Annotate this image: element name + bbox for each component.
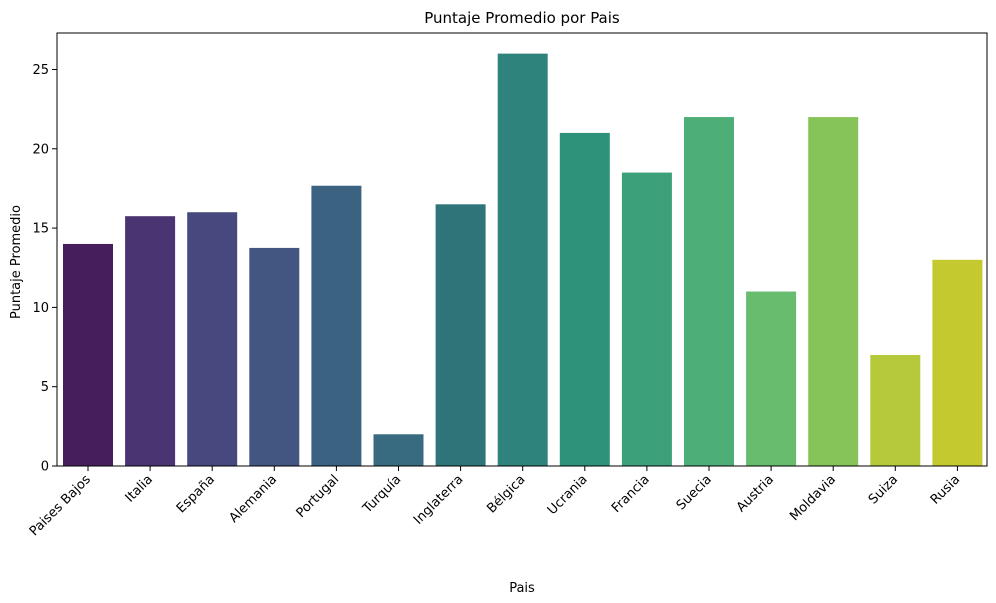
bar-inglaterra <box>435 204 486 467</box>
bar-ucrania <box>559 132 610 467</box>
x-tick-label: Austria <box>734 472 777 515</box>
bar-suecia <box>684 117 734 466</box>
bar-austria <box>746 291 797 466</box>
y-axis-label: Puntaje Promedio <box>9 205 24 319</box>
x-tick-label: Suecia <box>674 472 715 513</box>
x-tick-label: Suiza <box>866 472 901 507</box>
x-tick-label: Turquía <box>359 472 404 517</box>
y-tick-label: 20 <box>32 142 49 157</box>
bar-francia <box>621 172 672 466</box>
bar-rusia <box>932 259 983 466</box>
bar-portugal <box>311 185 362 467</box>
x-tick-label: España <box>174 472 218 516</box>
y-tick-label: 15 <box>32 222 49 237</box>
x-tick-label: Rusia <box>928 472 963 507</box>
bar-turquía <box>373 434 424 466</box>
bar-bélgica <box>497 53 548 467</box>
x-tick-label: Bélgica <box>484 472 528 516</box>
y-tick-label: 10 <box>32 301 49 316</box>
y-tick-label: 25 <box>32 63 49 78</box>
x-tick-label: Ucrania <box>545 472 591 518</box>
x-tick-label: Inglaterra <box>411 472 466 527</box>
bars-group <box>63 53 983 467</box>
y-tick-label: 5 <box>41 380 49 395</box>
bar-alemania <box>249 247 300 466</box>
plot-frame <box>56 32 988 467</box>
bar-suiza <box>870 354 921 466</box>
x-tick-label: Francia <box>609 472 653 516</box>
bar-paises-bajos <box>63 243 113 466</box>
bar-españa <box>187 212 238 466</box>
x-tick-label: Paises Bajos <box>27 472 94 539</box>
chart-title: Puntaje Promedio por Pais <box>424 9 620 27</box>
bar-moldavia <box>808 117 859 466</box>
bar-italia <box>125 216 176 466</box>
x-axis-label: Pais <box>509 581 535 596</box>
x-tick-label: Portugal <box>294 472 343 521</box>
x-tick-label: Alemania <box>226 472 280 526</box>
x-tick-label: Moldavia <box>787 472 839 524</box>
x-axis: Paises Bajos Italia España Alemania Portugal… <box>27 466 963 539</box>
y-axis: 0 5 10 15 20 25 <box>32 63 57 475</box>
y-tick-label: 0 <box>41 460 49 475</box>
x-tick-label: Italia <box>123 472 156 505</box>
